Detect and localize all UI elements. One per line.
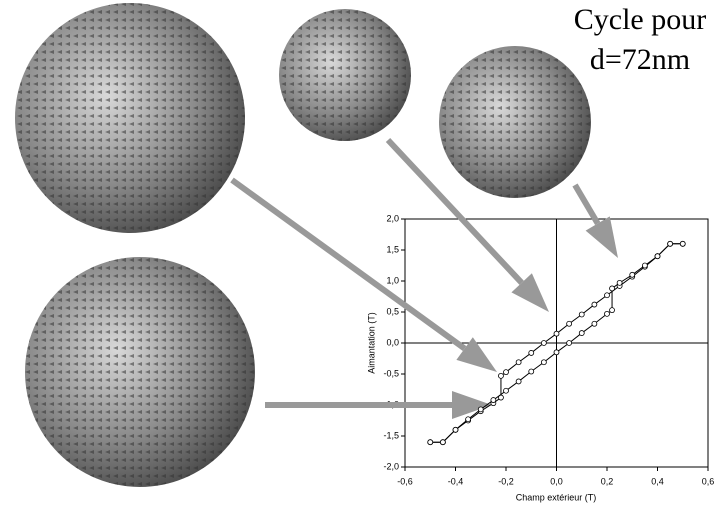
data-point	[553, 349, 560, 356]
data-point	[604, 310, 610, 317]
title-line: Cycle pour	[574, 3, 706, 36]
pointer-arrow	[572, 183, 601, 226]
spin-images	[15, 3, 591, 487]
data-point	[452, 426, 459, 433]
data-point	[667, 240, 674, 247]
data-point	[439, 439, 446, 446]
data-point	[629, 271, 636, 278]
pointer-arrow-head	[452, 391, 492, 419]
y-tick-label: -2,0	[383, 461, 399, 471]
data-point	[578, 311, 585, 318]
pointer-arrow-head	[585, 216, 618, 258]
data-point	[503, 369, 509, 376]
data-point	[616, 279, 623, 286]
y-tick-label: -0,5	[383, 368, 399, 378]
data-point	[465, 416, 472, 423]
data-point	[609, 307, 615, 314]
spin-texture	[15, 3, 245, 233]
y-tick-label: 0,0	[386, 337, 399, 347]
y-tick-label: -1,5	[383, 430, 399, 440]
pointer-arrow	[385, 137, 524, 285]
data-point	[679, 240, 686, 247]
y-tick-label: 1,5	[386, 244, 399, 254]
pointer-arrow	[230, 177, 467, 351]
y-tick-label: 2,0	[386, 213, 399, 223]
data-point	[591, 301, 598, 308]
data-point	[641, 262, 648, 269]
x-tick-label: 0,0	[550, 476, 563, 486]
data-point	[591, 320, 598, 327]
spin-texture	[279, 9, 411, 141]
x-tick-label: 0,2	[601, 476, 614, 486]
x-tick-label: -0,4	[448, 476, 464, 486]
pointer-arrow-head	[456, 337, 497, 372]
y-tick-label: 0,5	[386, 306, 399, 316]
data-point	[566, 340, 573, 346]
data-point	[477, 406, 484, 413]
data-point	[498, 372, 504, 379]
x-tick-label: 0,6	[702, 476, 715, 486]
x-tick-label: -0,2	[498, 476, 514, 486]
x-tick-label: -0,6	[397, 476, 413, 486]
x-tick-label: 0,4	[651, 476, 664, 486]
title-line: d=72nm	[590, 43, 690, 76]
data-point	[515, 378, 522, 385]
data-point	[528, 368, 535, 375]
data-point	[540, 340, 547, 346]
pointer-arrow-head	[511, 273, 549, 312]
data-point	[609, 285, 615, 292]
data-point	[578, 330, 585, 336]
data-point	[604, 292, 610, 299]
data-point	[654, 253, 661, 260]
data-point	[503, 387, 509, 394]
data-point	[540, 359, 547, 366]
x-axis-title: Champ extérieur (T)	[516, 492, 597, 502]
data-point	[490, 397, 497, 403]
data-point	[528, 350, 535, 356]
data-point	[515, 359, 522, 366]
y-tick-label: 1,0	[386, 275, 399, 285]
spin-texture	[25, 257, 255, 487]
spin-texture	[439, 46, 591, 198]
data-point	[553, 330, 560, 337]
data-point	[427, 439, 434, 446]
data-point	[566, 320, 573, 327]
y-axis-title: Aimantation (T)	[366, 312, 376, 374]
